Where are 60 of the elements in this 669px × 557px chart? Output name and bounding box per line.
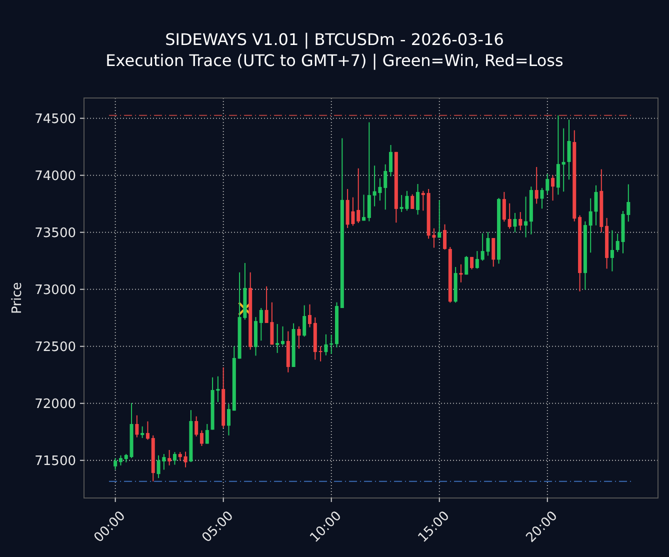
- candlestick: [168, 449, 172, 466]
- candlestick: [302, 304, 306, 338]
- y-tick-label: 74500: [34, 112, 76, 127]
- candlestick: [421, 190, 425, 212]
- candlestick: [362, 194, 366, 222]
- candlestick: [184, 451, 188, 468]
- candlestick: [118, 454, 122, 466]
- candlestick: [135, 414, 139, 438]
- candlestick: [114, 458, 118, 470]
- candlestick: [389, 144, 393, 177]
- candlestick: [567, 119, 571, 180]
- candlestick: [276, 324, 280, 354]
- y-axis-title: Price: [10, 282, 25, 314]
- candlestick: [194, 416, 198, 437]
- candlestick: [470, 256, 474, 270]
- candlestick: [492, 238, 496, 268]
- candlestick: [443, 224, 447, 250]
- candlestick: [562, 128, 566, 192]
- candlestick: [308, 304, 312, 328]
- candlestick: [259, 308, 263, 342]
- candlestick: [513, 212, 517, 233]
- candlestick: [534, 166, 538, 204]
- candlestick: [140, 426, 144, 439]
- chart-title: SIDEWAYS V1.01 | BTCUSDm - 2026-03-16: [165, 30, 504, 49]
- candlestick: [410, 194, 414, 210]
- candlestick: [172, 452, 176, 466]
- candlestick: [200, 430, 204, 447]
- candlestick: [318, 346, 322, 362]
- candlestick: [205, 424, 209, 444]
- candlestick: [610, 230, 614, 272]
- candlestick: [367, 122, 371, 222]
- candlestick: [416, 183, 420, 216]
- candlestick: [508, 202, 512, 230]
- candlestick: [464, 256, 468, 276]
- candlestick: [226, 404, 230, 436]
- chart-subtitle: Execution Trace (UTC to GMT+7) | Green=Win, Red=Loss: [106, 51, 564, 70]
- candlestick: [546, 173, 550, 195]
- candlestick: [356, 168, 360, 224]
- y-tick-label: 72000: [34, 396, 76, 412]
- candlestick: [518, 212, 522, 231]
- y-tick-label: 73000: [34, 282, 76, 298]
- y-tick-label: 73500: [34, 226, 76, 241]
- candlestick: [556, 114, 560, 196]
- candlestick: [459, 264, 463, 283]
- candlestick: [280, 326, 285, 346]
- candlestick: [502, 191, 506, 222]
- candlestick: [475, 250, 479, 270]
- candlestick: [588, 198, 592, 254]
- y-tick-label: 72500: [34, 340, 76, 355]
- candlestick: [146, 420, 150, 440]
- candlestick: [384, 164, 388, 210]
- candlestick: [594, 184, 598, 226]
- y-tick-label: 74000: [34, 168, 76, 184]
- candlestick: [540, 187, 544, 210]
- candlestick: [324, 334, 328, 356]
- candlestick: [438, 200, 442, 238]
- candlestick: [551, 174, 555, 202]
- candlestick: [297, 326, 301, 350]
- y-tick-label: 71500: [34, 454, 76, 469]
- candlestick: [524, 196, 528, 238]
